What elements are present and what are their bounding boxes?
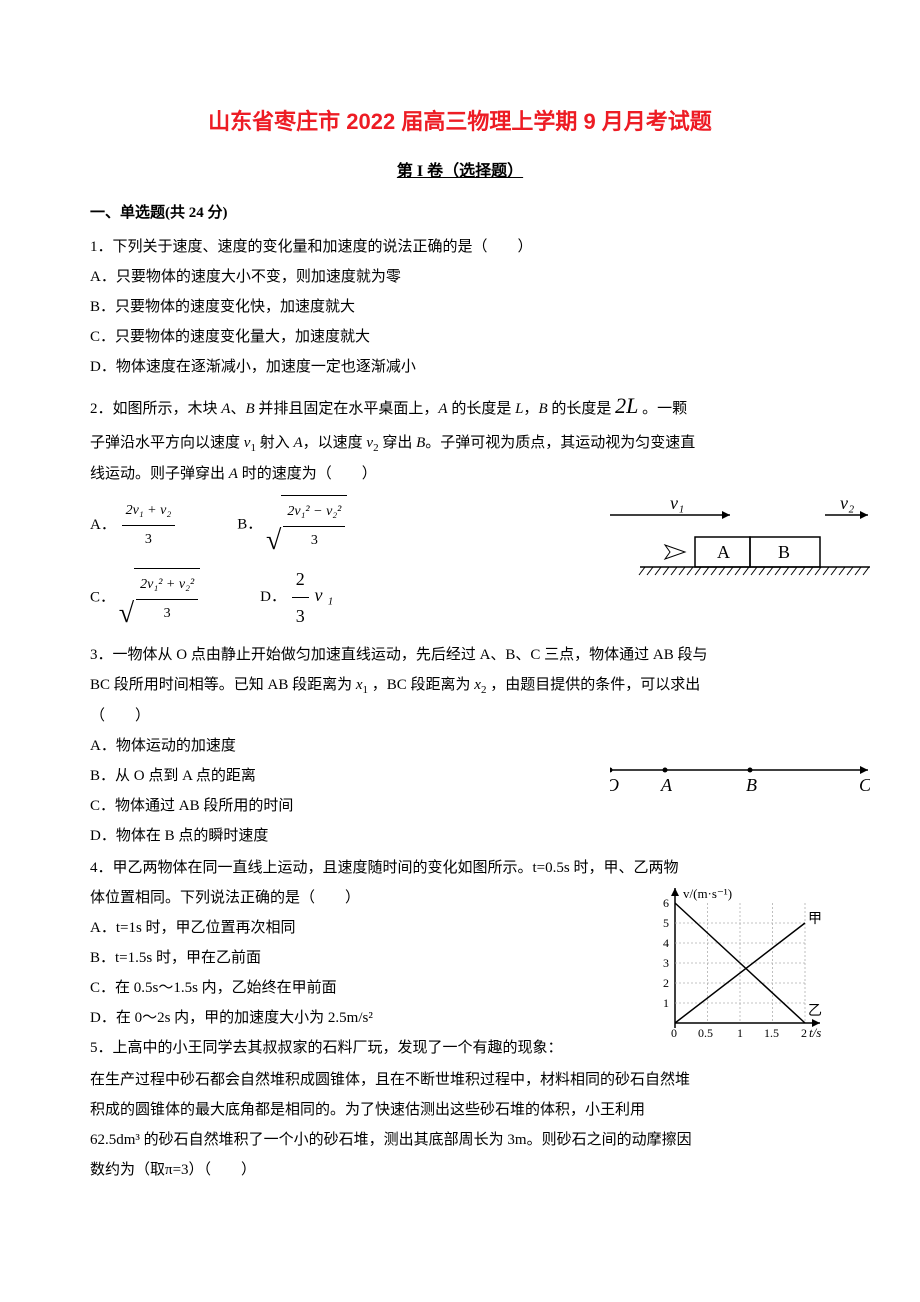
q2-text: A [438, 401, 447, 417]
q3-fig-A: A [660, 775, 673, 795]
question-3: 3．一物体从 O 点由静止开始做匀加速直线运动，先后经过 A、B、C 三点，物体… [90, 640, 830, 851]
q4-xtick-1: 1 [737, 1026, 743, 1040]
q5-stem3: 积成的圆锥体的最大底角都是相同的。为了快速估测出这些砂石堆的体积，小王利用 [90, 1095, 830, 1125]
q3-fig-B: B [746, 775, 757, 795]
q2-text: 时的速度为（ ） [238, 466, 377, 482]
q2-text: 。子弹可视为质点，其运动视为匀变速直 [425, 435, 695, 451]
q2-optA-num: 2v₁ + v₂ [122, 497, 176, 526]
q2-text: 2．如图所示，木块 [90, 401, 221, 417]
section-1-heading: 一、单选题(共 24 分) [90, 198, 830, 228]
q4-ytick-4: 4 [663, 936, 669, 950]
q2-optA-den: 3 [122, 526, 176, 554]
q2-text: 的长度是 [448, 401, 516, 417]
q4-xlabel: t/s [809, 1025, 821, 1040]
q1-stem: 1．下列关于速度、速度的变化量和加速度的说法正确的是（ ） [90, 232, 830, 262]
q2-fig-b-label: B [778, 542, 790, 562]
q2-text-2L: 2L [615, 393, 638, 418]
q3-text: x [474, 677, 481, 693]
q2-text: B [245, 401, 254, 417]
q2-text: 穿出 [379, 435, 417, 451]
q2-stem-line1: 2．如图所示，木块 A、B 并排且固定在水平桌面上，A 的长度是 L，B 的长度… [90, 384, 830, 428]
q2-text: 。一颗 [638, 401, 687, 417]
q5-stem5: 数约为（取π=3）（ ） [90, 1155, 830, 1185]
q2-text: 的长度是 [548, 401, 616, 417]
q4-series-yi: 乙 [808, 1003, 822, 1019]
q3-stem1: 3．一物体从 O 点由静止开始做匀加速直线运动，先后经过 A、B、C 三点，物体… [90, 640, 830, 670]
q2-text: 射入 [256, 435, 294, 451]
q4-ytick-5: 5 [663, 916, 669, 930]
q2-text: ，以速度 [303, 435, 367, 451]
q2-optD-num: 2 [292, 561, 309, 598]
q4-ytick-6: 6 [663, 896, 669, 910]
q3-text: ，BC 段距离为 [368, 677, 474, 693]
q2-option-b: B． √ 2v₁² − v₂² 3 [237, 495, 347, 555]
q2-optD-den: 3 [292, 598, 309, 634]
q3-option-d: D．物体在 B 点的瞬时速度 [90, 821, 830, 851]
q3-fig-O: O [610, 775, 619, 795]
q2-text: B [416, 435, 425, 451]
q5-stem4: 62.5dm³ 的砂石自然堆积了一个小的砂石堆，测出其底部周长为 3m。则砂石之… [90, 1125, 830, 1155]
q3-text: ，由题目提供的条件，可以求出 [486, 677, 700, 693]
q2-text: A [293, 435, 302, 451]
q2-text: ， [523, 401, 538, 417]
q2-fig-a-label: A [717, 542, 730, 562]
q2-stem-line2: 子弹沿水平方向以速度 v1 射入 A，以速度 v2 穿出 B。子弹可视为质点，其… [90, 428, 830, 459]
question-2: 2．如图所示，木块 A、B 并排且固定在水平桌面上，A 的长度是 L，B 的长度… [90, 384, 830, 634]
q2-option-d: D． 2 3 v ₁ [260, 561, 333, 634]
q4-xtick-15: 1.5 [764, 1026, 779, 1040]
q2-option-a: A． 2v₁ + v₂ 3 [90, 497, 177, 554]
exam-title: 山东省枣庄市 2022 届高三物理上学期 9 月月考试题 [90, 100, 830, 144]
q2-text: 、 [230, 401, 245, 417]
q2-optC-num: 2v₁² + v₂² [136, 571, 198, 600]
question-4: 4．甲乙两物体在同一直线上运动，且速度随时间的变化如图所示。t=0.5s 时，甲… [90, 853, 830, 1063]
q1-option-b: B．只要物体的速度变化快，加速度就大 [90, 292, 830, 322]
q2-optB-label: B． [237, 516, 262, 532]
q3-text: BC 段所用时间相等。已知 AB 段距离为 [90, 677, 356, 693]
q2-figure: v₁ v₂ A B [610, 495, 870, 595]
section-subtitle: 第 I 卷（选择题） [90, 156, 830, 188]
q2-text: 线运动。则子弹穿出 [90, 466, 229, 482]
q2-text: 并排且固定在水平桌面上， [255, 401, 439, 417]
q2-text: 子弹沿水平方向以速度 [90, 435, 244, 451]
q4-ytick-2: 2 [663, 976, 669, 990]
q3-stem3: （ ） [90, 701, 830, 731]
q4-ytick-3: 3 [663, 956, 669, 970]
q4-xtick-2: 2 [801, 1026, 807, 1040]
q2-optB-den: 3 [283, 527, 345, 555]
q4-xtick-0: 0 [671, 1026, 677, 1040]
q4-series-jia: 甲 [808, 912, 822, 927]
q2-optD-label: D． [260, 589, 286, 605]
q2-optC-den: 3 [136, 600, 198, 628]
q2-optA-label: A． [90, 516, 116, 532]
q2-fig-v2: v₂ [840, 495, 854, 513]
q3-stem2: BC 段所用时间相等。已知 AB 段距离为 x1 ，BC 段距离为 x2 ，由题… [90, 670, 830, 701]
q2-optB-num: 2v₁² − v₂² [283, 498, 345, 527]
q2-option-c: C． √ 2v₁² + v₂² 3 [90, 568, 200, 628]
q2-optC-label: C． [90, 589, 115, 605]
q3-fig-C: C [859, 775, 870, 795]
q4-stem1: 4．甲乙两物体在同一直线上运动，且速度随时间的变化如图所示。t=0.5s 时，甲… [90, 853, 830, 883]
q3-figure: O A B C [610, 755, 870, 805]
q1-option-d: D．物体速度在逐渐减小，加速度一定也逐渐减小 [90, 352, 830, 382]
q2-optD-suffix: v ₁ [315, 585, 334, 605]
q4-xtick-05: 0.5 [698, 1026, 713, 1040]
q2-stem-line3: 线运动。则子弹穿出 A 时的速度为（ ） [90, 459, 830, 489]
q4-figure: 1 2 3 4 5 6 0 0.5 1 1.5 2 v/(m·s⁻¹) t/s … [645, 883, 830, 1043]
q5-stem2: 在生产过程中砂石都会自然堆积成圆锥体，且在不断世堆积过程中，材料相同的砂石自然堆 [90, 1065, 830, 1095]
q2-fig-v1: v₁ [670, 495, 684, 513]
q1-option-a: A．只要物体的速度大小不变，则加速度就为零 [90, 262, 830, 292]
q2-text: B [538, 401, 547, 417]
q3-text: x [356, 677, 363, 693]
question-1: 1．下列关于速度、速度的变化量和加速度的说法正确的是（ ） A．只要物体的速度大… [90, 232, 830, 382]
q2-text: A [229, 466, 238, 482]
question-5: 在生产过程中砂石都会自然堆积成圆锥体，且在不断世堆积过程中，材料相同的砂石自然堆… [90, 1065, 830, 1185]
q4-ytick-1: 1 [663, 996, 669, 1010]
q1-option-c: C．只要物体的速度变化量大，加速度就大 [90, 322, 830, 352]
q4-ylabel: v/(m·s⁻¹) [683, 886, 732, 901]
